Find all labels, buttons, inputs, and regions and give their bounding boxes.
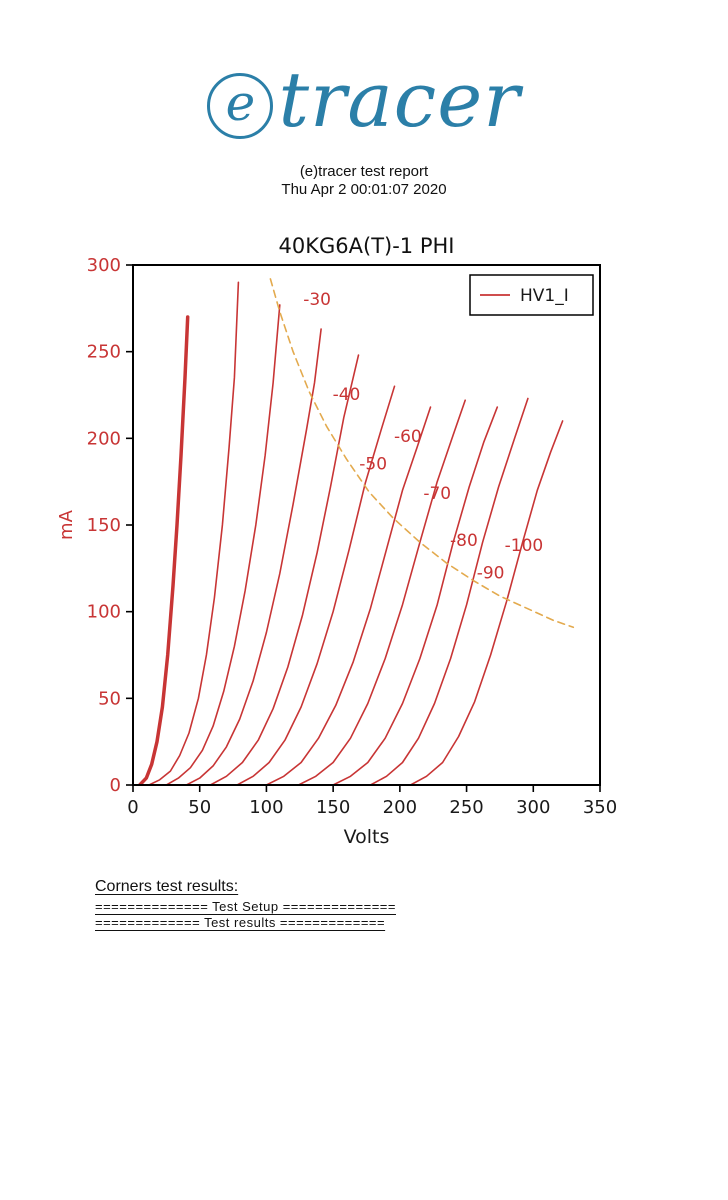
series-hv1-vg0: [137, 315, 190, 785]
y-tick-label: 0: [110, 775, 121, 796]
report-subtitle: (e)tracer test report: [299, 163, 429, 180]
curve-label--30: -30: [303, 290, 331, 310]
report-timestamp: Thu Apr 2 00:01:07 2020: [281, 181, 447, 198]
curve-label--80: -80: [450, 531, 478, 551]
series-hv1-vg-90: [369, 397, 529, 785]
legend-label: HV1_I: [520, 286, 569, 306]
x-tick-label: 100: [249, 797, 283, 818]
series-max-dissipation: [269, 278, 575, 629]
curve-label--90: -90: [477, 564, 505, 584]
y-tick-label: 300: [87, 255, 121, 276]
y-tick-label: 200: [87, 428, 121, 449]
series-hv1-vg-50: [236, 385, 396, 785]
series-hv1-vg-20: [165, 304, 281, 785]
corners-title: Corners test results:: [95, 878, 239, 895]
logo-text: tracer: [278, 55, 521, 144]
x-tick-label: 250: [449, 797, 483, 818]
y-tick-label: 250: [87, 342, 121, 363]
x-axis-label: Volts: [344, 826, 390, 848]
y-tick-label: 150: [87, 515, 121, 536]
series-hv1-vg-60: [265, 406, 432, 785]
curve-label--50: -50: [359, 455, 387, 475]
setup-separator: ============== Test Setup ==============: [95, 899, 396, 914]
etracer-logo: e tracer: [0, 62, 728, 144]
series-hv1-vg-10: [148, 281, 240, 785]
x-tick-label: 150: [316, 797, 350, 818]
curve-label--60: -60: [394, 427, 422, 447]
y-tick-label: 100: [87, 602, 121, 623]
curve-label--40: -40: [333, 385, 361, 405]
series-hv1-vg-100: [409, 420, 564, 785]
x-tick-label: 0: [127, 797, 138, 818]
curve-label--70: -70: [423, 484, 451, 504]
series-hv1-vg-80: [332, 406, 499, 785]
y-axis-label: mA: [56, 509, 77, 540]
x-tick-label: 200: [383, 797, 417, 818]
y-tick-label: 50: [98, 688, 121, 709]
x-tick-label: 300: [516, 797, 550, 818]
series-hv1-vg-30: [185, 328, 322, 785]
series-hv1-vg-70: [297, 399, 467, 785]
curve-label--100: -100: [505, 536, 544, 556]
chart-title: 40KG6A(T)-1 PHI: [278, 234, 455, 258]
results-separator: ============= Test results =============: [95, 915, 386, 930]
series-hv1-vg-40: [209, 354, 360, 785]
x-tick-label: 50: [188, 797, 211, 818]
logo-e-circle-icon: e: [207, 73, 274, 139]
x-tick-label: 350: [583, 797, 617, 818]
logo-e: e: [225, 74, 256, 132]
chart-svg: 0 50 100 150 200 250 300 350 0 50 100 150 200 250 300 V…: [56, 255, 617, 848]
corners-results-section: Corners test results: ============== Tes…: [95, 878, 396, 931]
